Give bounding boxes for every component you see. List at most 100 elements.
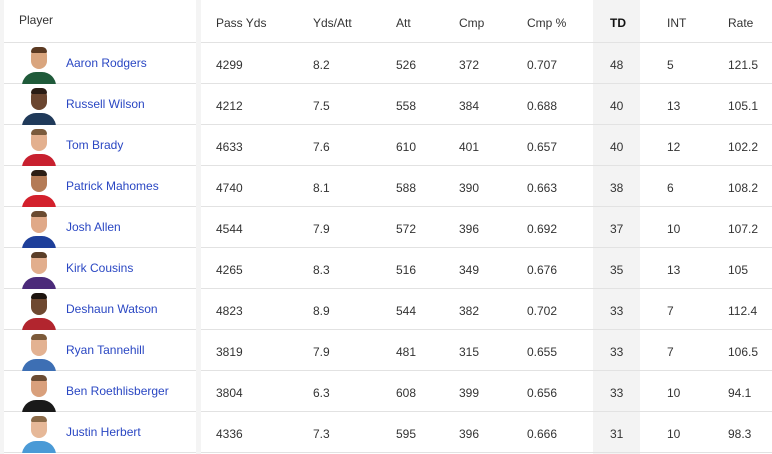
stat-cmp: 349 bbox=[459, 263, 480, 277]
stat-pass-yds: 4823 bbox=[216, 304, 243, 318]
player-headshot bbox=[18, 289, 60, 330]
stat-yds-per-att: 8.9 bbox=[313, 304, 330, 318]
player-name-link[interactable]: Josh Allen bbox=[66, 220, 121, 234]
stat-rate: 98.3 bbox=[728, 427, 752, 441]
column-header-int[interactable]: INT bbox=[667, 16, 687, 30]
stats-row: 4212 7.5 558 384 0.688 40 13 105.1 bbox=[201, 84, 772, 125]
stats-header-row: Pass Yds Yds/Att Att Cmp Cmp % TD INT Rate bbox=[201, 0, 772, 43]
stat-td: 31 bbox=[610, 427, 624, 441]
stat-td: 37 bbox=[610, 222, 624, 236]
stat-rate: 94.1 bbox=[728, 386, 752, 400]
player-headshot bbox=[18, 166, 60, 207]
stat-cmp: 382 bbox=[459, 304, 480, 318]
column-header-td[interactable]: TD bbox=[610, 16, 626, 30]
stat-pass-yds: 3819 bbox=[216, 345, 243, 359]
stats-row: 4299 8.2 526 372 0.707 48 5 121.5 bbox=[201, 43, 772, 84]
stat-rate: 108.2 bbox=[728, 181, 759, 195]
stat-pass-yds: 3804 bbox=[216, 386, 243, 400]
stats-row: 4336 7.3 595 396 0.666 31 10 98.3 bbox=[201, 412, 772, 453]
stat-att: 572 bbox=[396, 222, 417, 236]
player-name-link[interactable]: Justin Herbert bbox=[66, 425, 141, 439]
stat-yds-per-att: 7.9 bbox=[313, 345, 330, 359]
stat-pass-yds: 4740 bbox=[216, 181, 243, 195]
stat-pass-yds: 4212 bbox=[216, 99, 243, 113]
column-header-cmp[interactable]: Cmp bbox=[459, 16, 485, 30]
stat-td: 48 bbox=[610, 58, 624, 72]
player-name-link[interactable]: Russell Wilson bbox=[66, 97, 145, 111]
column-header-cmp-pct[interactable]: Cmp % bbox=[527, 16, 567, 30]
stat-td: 40 bbox=[610, 140, 624, 154]
stat-int: 13 bbox=[667, 99, 681, 113]
stat-pass-yds: 4633 bbox=[216, 140, 243, 154]
player-header-label: Player bbox=[19, 13, 54, 27]
stat-pass-yds: 4336 bbox=[216, 427, 243, 441]
stat-cmp-pct: 0.702 bbox=[527, 304, 558, 318]
column-header-rate[interactable]: Rate bbox=[728, 16, 754, 30]
player-row: Tom Brady bbox=[4, 125, 196, 166]
column-header-att[interactable]: Att bbox=[396, 16, 411, 30]
stat-td: 38 bbox=[610, 181, 624, 195]
player-name-link[interactable]: Kirk Cousins bbox=[66, 261, 134, 275]
stat-cmp: 390 bbox=[459, 181, 480, 195]
stats-columns: Pass Yds Yds/Att Att Cmp Cmp % TD INT Rate 4299… bbox=[201, 0, 772, 454]
player-name-link[interactable]: Tom Brady bbox=[66, 138, 124, 152]
stats-row: 3804 6.3 608 399 0.656 33 10 94.1 bbox=[201, 371, 772, 412]
stat-yds-per-att: 6.3 bbox=[313, 386, 330, 400]
stat-int: 12 bbox=[667, 140, 681, 154]
stat-cmp: 315 bbox=[459, 345, 480, 359]
stat-cmp-pct: 0.692 bbox=[527, 222, 558, 236]
player-headshot bbox=[18, 84, 60, 125]
stats-row: 4823 8.9 544 382 0.702 33 7 112.4 bbox=[201, 289, 772, 330]
player-header[interactable]: Player bbox=[4, 0, 196, 43]
stat-att: 610 bbox=[396, 140, 417, 154]
stat-cmp-pct: 0.688 bbox=[527, 99, 558, 113]
player-row: Russell Wilson bbox=[4, 84, 196, 125]
stat-int: 10 bbox=[667, 386, 681, 400]
player-name-link[interactable]: Ben Roethlisberger bbox=[66, 384, 169, 398]
stat-pass-yds: 4299 bbox=[216, 58, 243, 72]
stat-td: 33 bbox=[610, 304, 624, 318]
stat-att: 481 bbox=[396, 345, 417, 359]
stat-cmp: 401 bbox=[459, 140, 480, 154]
stat-att: 526 bbox=[396, 58, 417, 72]
player-headshot bbox=[18, 43, 60, 84]
player-headshot bbox=[18, 371, 60, 412]
player-name-link[interactable]: Deshaun Watson bbox=[66, 302, 158, 316]
stat-td: 35 bbox=[610, 263, 624, 277]
column-header-pass-yds[interactable]: Pass Yds bbox=[216, 16, 267, 30]
player-name-link[interactable]: Aaron Rodgers bbox=[66, 56, 147, 70]
player-name-link[interactable]: Ryan Tannehill bbox=[66, 343, 145, 357]
player-headshot bbox=[18, 207, 60, 248]
stat-att: 595 bbox=[396, 427, 417, 441]
stat-att: 588 bbox=[396, 181, 417, 195]
stats-row: 3819 7.9 481 315 0.655 33 7 106.5 bbox=[201, 330, 772, 371]
column-header-yds-per-att[interactable]: Yds/Att bbox=[313, 16, 352, 30]
stat-td: 33 bbox=[610, 345, 624, 359]
stat-yds-per-att: 8.3 bbox=[313, 263, 330, 277]
player-column: Player Aaron Rodgers Russell Wilson Tom Br… bbox=[4, 0, 196, 454]
stat-cmp-pct: 0.656 bbox=[527, 386, 558, 400]
stat-int: 7 bbox=[667, 345, 674, 359]
stat-att: 558 bbox=[396, 99, 417, 113]
stat-rate: 112.4 bbox=[728, 304, 758, 318]
player-headshot bbox=[18, 330, 60, 371]
stat-int: 5 bbox=[667, 58, 674, 72]
stat-att: 544 bbox=[396, 304, 417, 318]
stat-cmp: 396 bbox=[459, 427, 480, 441]
stat-td: 40 bbox=[610, 99, 624, 113]
stat-rate: 102.2 bbox=[728, 140, 759, 154]
player-name-link[interactable]: Patrick Mahomes bbox=[66, 179, 159, 193]
stat-att: 608 bbox=[396, 386, 417, 400]
stats-row: 4633 7.6 610 401 0.657 40 12 102.2 bbox=[201, 125, 772, 166]
stat-cmp: 384 bbox=[459, 99, 480, 113]
stat-pass-yds: 4544 bbox=[216, 222, 243, 236]
stat-cmp-pct: 0.707 bbox=[527, 58, 558, 72]
stat-yds-per-att: 7.5 bbox=[313, 99, 330, 113]
stat-td: 33 bbox=[610, 386, 624, 400]
stat-int: 7 bbox=[667, 304, 674, 318]
stat-cmp: 396 bbox=[459, 222, 480, 236]
stat-cmp-pct: 0.663 bbox=[527, 181, 558, 195]
stat-cmp: 372 bbox=[459, 58, 480, 72]
stat-yds-per-att: 7.9 bbox=[313, 222, 330, 236]
stat-cmp-pct: 0.676 bbox=[527, 263, 558, 277]
